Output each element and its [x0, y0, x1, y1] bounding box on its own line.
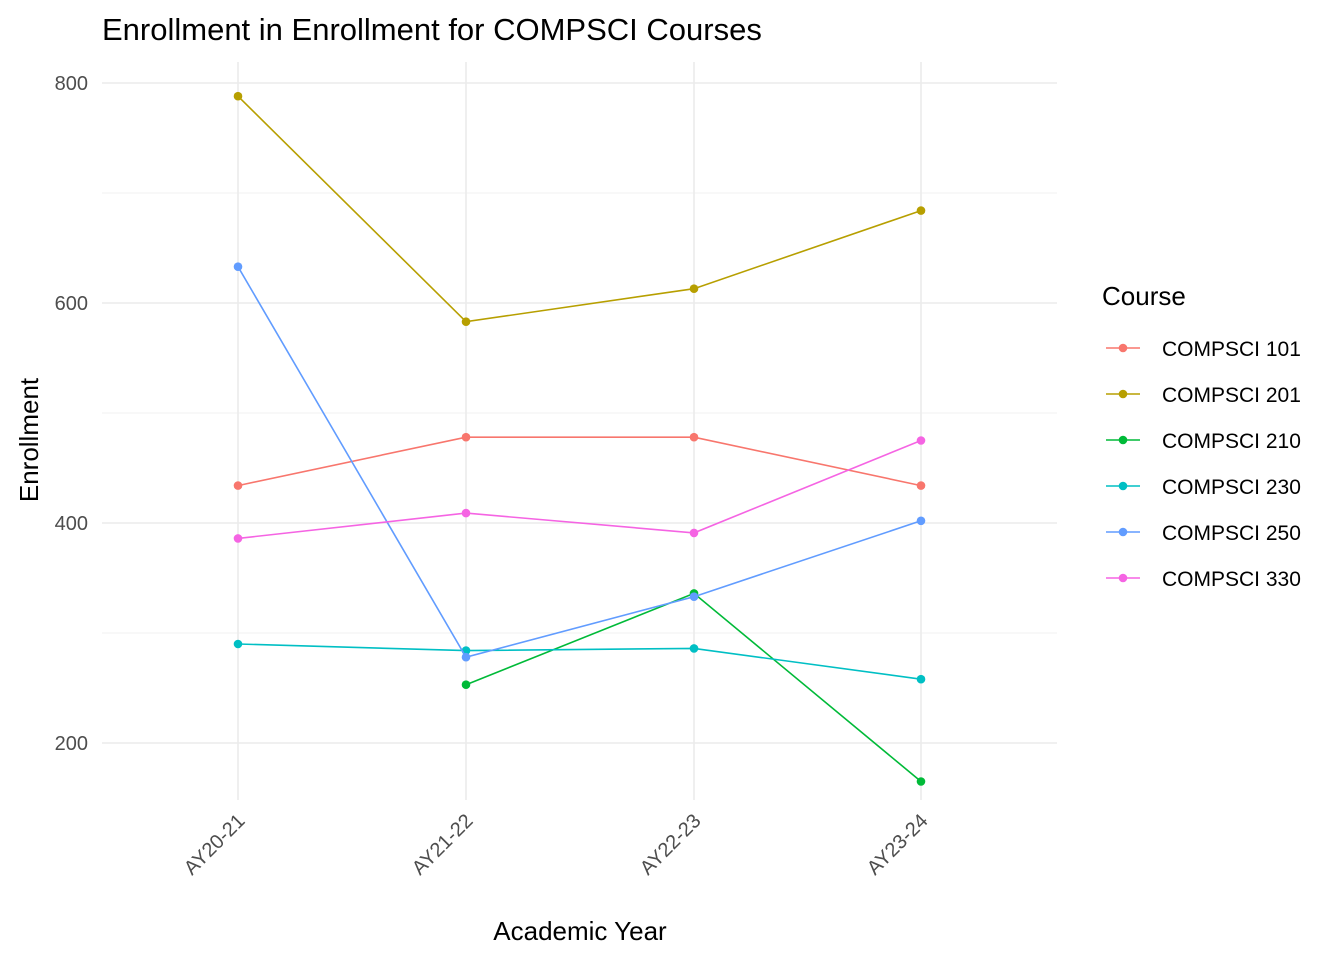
data-point [916, 674, 926, 684]
data-point [233, 481, 243, 490]
legend-item: COMPSCI 230 [1106, 476, 1301, 499]
legend-key-point [1118, 573, 1128, 583]
legend-label: COMPSCI 210 [1162, 430, 1301, 453]
y-axis-ticks: 200 400 600 800 [55, 73, 88, 755]
legend-item: COMPSCI 201 [1106, 384, 1301, 407]
data-point [461, 680, 471, 689]
data-point [689, 644, 699, 653]
series-line-compsci-250 [237, 266, 922, 659]
legend-item: COMPSCI 210 [1106, 430, 1301, 453]
series-line-compsci-101 [237, 436, 922, 487]
series-lines [233, 91, 926, 786]
y-axis-title: Enrollment [14, 377, 44, 502]
grid [102, 62, 1057, 800]
series-line-compsci-201 [237, 95, 922, 323]
series-compsci-230 [233, 639, 926, 684]
legend-title: Course [1102, 281, 1186, 311]
x-tick-label: AY22-23 [636, 810, 706, 880]
data-point [689, 592, 699, 601]
data-point [233, 639, 243, 649]
y-tick-label: 400 [55, 513, 88, 535]
data-point [916, 516, 926, 526]
series-line-compsci-230 [237, 643, 922, 680]
legend-item: COMPSCI 250 [1106, 522, 1301, 545]
chart-title: Enrollment in Enrollment for COMPSCI Cou… [102, 12, 762, 47]
data-point [916, 481, 926, 490]
x-tick-label: AY23-24 [863, 810, 933, 880]
legend-label: COMPSCI 101 [1162, 338, 1301, 361]
legend-label: COMPSCI 201 [1162, 384, 1301, 407]
x-axis-title: Academic Year [493, 916, 667, 946]
data-point [689, 432, 699, 442]
data-point [916, 777, 926, 786]
data-point [233, 91, 243, 101]
legend-key-point [1118, 343, 1128, 353]
series-compsci-330 [233, 436, 926, 543]
series-line-compsci-330 [237, 439, 922, 540]
y-tick-label: 600 [55, 293, 88, 315]
data-point [916, 436, 926, 445]
data-point [461, 432, 471, 442]
legend-key-point [1118, 435, 1128, 445]
legend-key-point [1118, 481, 1128, 491]
data-point [689, 284, 699, 294]
legend-item: COMPSCI 101 [1106, 338, 1301, 361]
x-axis-ticks: AY20-21 AY21-22 AY22-23 AY23-24 [180, 810, 933, 880]
legend-label: COMPSCI 330 [1162, 568, 1301, 591]
legend: Course COMPSCI 101 COMPSCI 201 COMPSCI 210… [1102, 281, 1301, 591]
legend-key-point [1118, 527, 1128, 537]
y-tick-label: 200 [55, 733, 88, 755]
legend-label: COMPSCI 250 [1162, 522, 1301, 545]
data-point [233, 262, 243, 272]
y-tick-label: 800 [55, 73, 88, 95]
data-point [461, 508, 471, 518]
series-compsci-201 [233, 91, 926, 327]
data-point [689, 528, 699, 538]
series-compsci-250 [233, 262, 926, 662]
data-point [916, 206, 926, 215]
legend-label: COMPSCI 230 [1162, 476, 1301, 499]
x-tick-label: AY20-21 [180, 810, 250, 880]
data-point [461, 317, 471, 327]
data-point [233, 534, 243, 543]
data-point [461, 652, 471, 662]
legend-key-point [1118, 389, 1128, 399]
legend-item: COMPSCI 330 [1106, 568, 1301, 591]
x-tick-label: AY21-22 [408, 810, 478, 880]
